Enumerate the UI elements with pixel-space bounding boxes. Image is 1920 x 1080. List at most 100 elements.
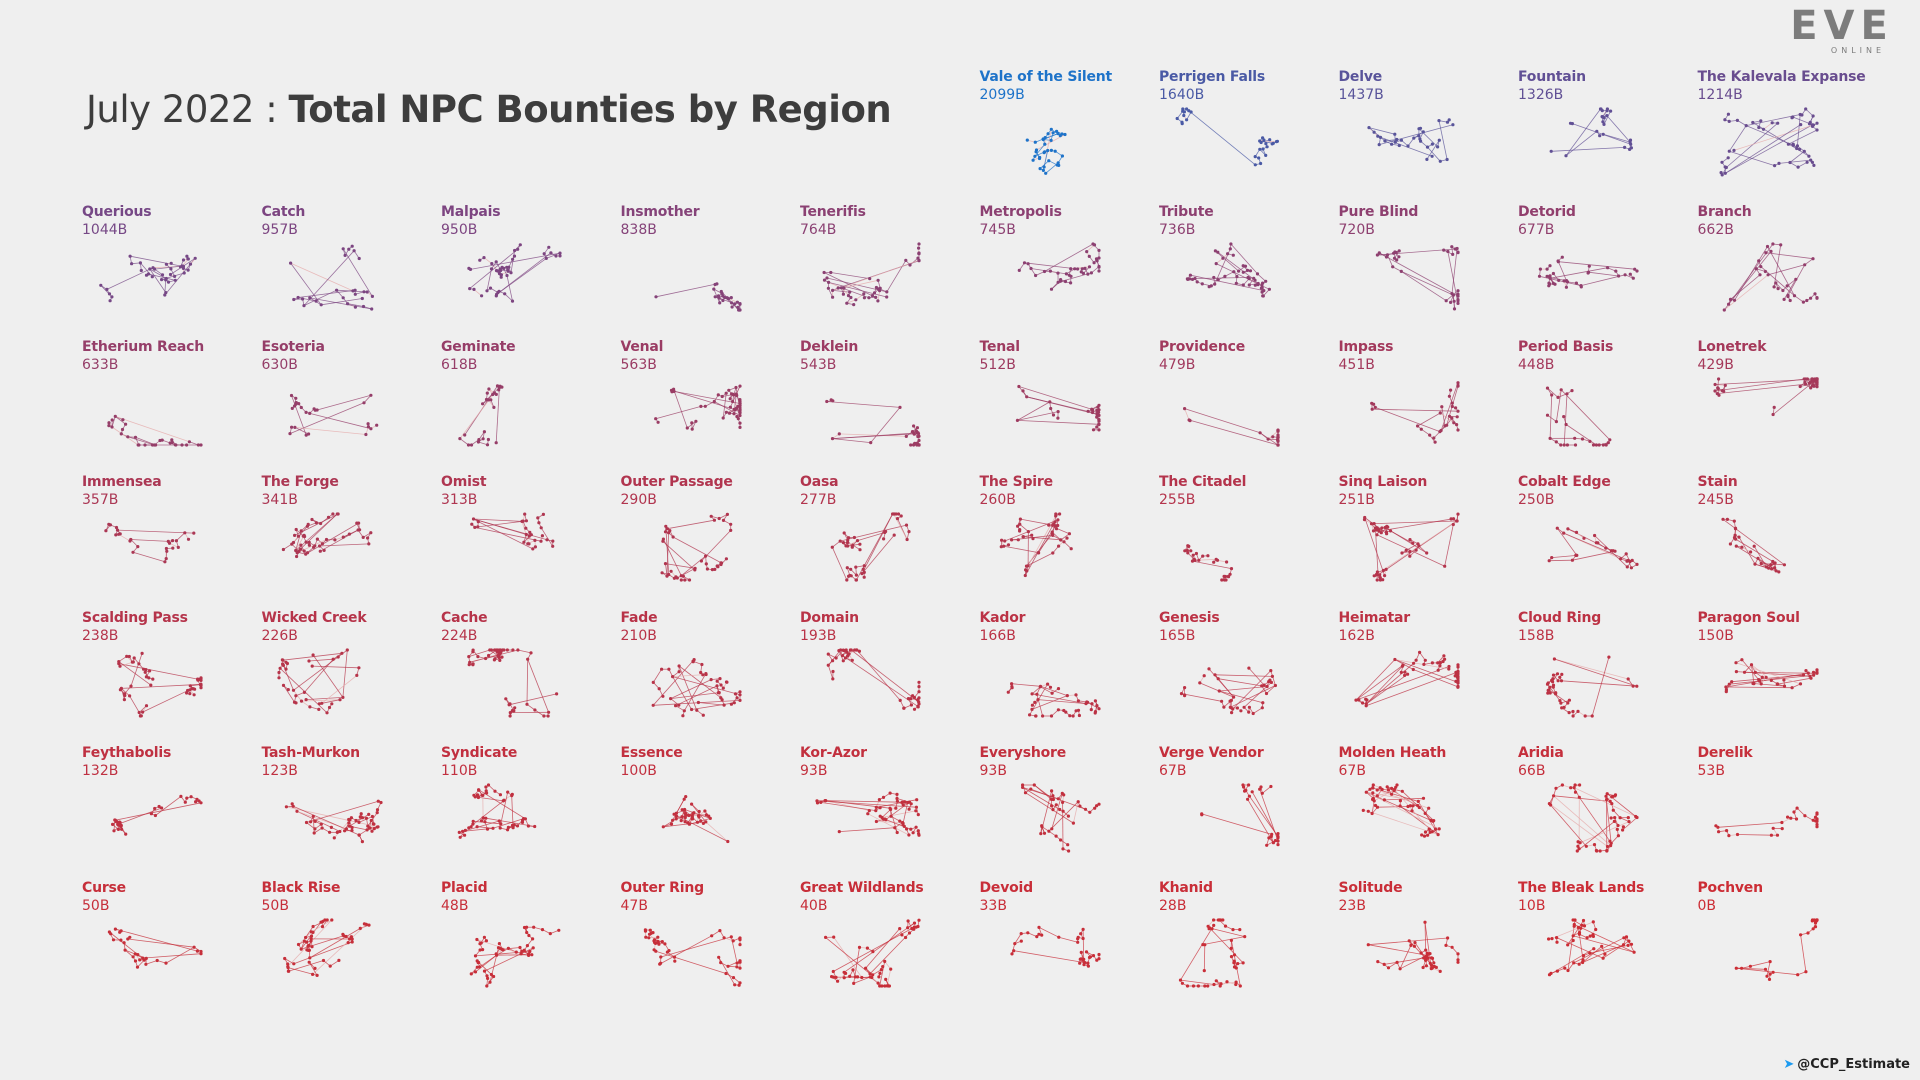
map-system-node [831,969,835,974]
map-system-node [1810,377,1814,381]
map-system-node [904,258,908,262]
region-map [815,791,921,837]
map-system-node [737,411,742,415]
map-system-node [1367,787,1372,791]
map-connection [154,265,183,270]
map-system-node [1560,705,1564,710]
map-system-node [526,657,530,661]
map-system-node [910,926,914,931]
map-system-node [700,672,704,676]
map-system-node [178,265,183,269]
map-system-node [307,411,311,416]
map-system-node [1453,406,1457,410]
map-system-node [1384,532,1388,536]
map-system-node [461,829,465,833]
map-system-node [1732,298,1736,302]
map-connection [1717,821,1782,828]
map-connection [297,289,355,298]
map-system-node [365,536,369,540]
map-system-node [712,400,716,404]
map-system-node [849,295,853,300]
region-name: Tash-Murkon [261,744,361,761]
map-system-node [847,536,851,540]
map-system-node [860,572,864,576]
map-system-node [1015,418,1019,423]
map-system-node [1562,705,1566,709]
map-system-node [1061,809,1065,813]
map-connection [1203,944,1206,971]
map-system-node [889,967,893,971]
map-system-node [1576,839,1580,844]
map-system-node [1545,274,1549,278]
map-connection [473,518,523,523]
map-system-node [507,265,511,269]
map-system-node [1232,695,1236,699]
map-system-node [669,570,673,574]
map-system-node [830,975,834,979]
map-connection [176,532,186,542]
map-system-node [724,410,728,415]
map-system-node [1188,273,1192,277]
map-system-node [1763,251,1767,255]
map-system-node [1237,269,1241,273]
map-system-node [463,833,467,837]
map-system-node [1031,158,1035,162]
region-map [1545,655,1639,718]
map-system-node [185,690,189,695]
map-system-node [1808,380,1812,384]
map-system-node [838,539,842,544]
map-system-node [107,292,112,296]
map-system-node [1424,157,1428,161]
map-system-node [485,984,489,988]
map-connection [1184,408,1190,421]
region-map [1712,377,1819,417]
map-system-node [137,710,141,714]
map-connection [1724,124,1801,174]
map-system-node [1090,408,1094,412]
map-system-node [857,945,862,949]
map-connection [492,818,524,829]
map-connection [312,816,315,833]
map-connection [704,401,714,407]
map-system-node [199,682,203,686]
map-connection [305,821,315,830]
map-system-node [147,675,151,680]
map-connection [673,813,728,842]
map-system-node [513,705,517,709]
map-system-node [476,961,480,965]
map-connection [540,527,554,547]
map-connection [500,791,509,824]
map-system-node [186,268,190,272]
map-system-node [1049,287,1053,291]
map-system-node [513,248,517,253]
map-system-node [1399,138,1403,142]
map-connection [1420,429,1430,436]
region-panel: Tribute 736B [1159,203,1335,333]
map-system-node [1759,681,1763,686]
map-system-node [505,647,509,652]
map-system-node [1231,928,1235,932]
map-system-node [1554,786,1558,790]
map-connection [1086,701,1099,709]
map-system-node [1079,270,1083,274]
map-system-node [1011,949,1015,953]
map-system-node [1096,957,1101,961]
map-system-node [731,939,735,943]
map-connection [1426,146,1441,162]
map-system-node [671,387,675,391]
map-system-node [285,962,289,966]
map-connection [1400,271,1454,296]
map-system-node [536,516,540,520]
map-system-node [1716,377,1720,381]
map-system-node [1378,576,1382,580]
region-panel: Tash-Murkon 123B [262,744,438,874]
map-system-node [1247,710,1251,714]
map-system-node [666,667,670,671]
map-system-node [1407,550,1411,554]
map-system-node [525,702,529,706]
map-connection [828,282,887,298]
map-system-node [1039,824,1044,829]
map-system-node [1048,685,1052,689]
map-system-node [1626,815,1630,819]
map-system-node [1223,924,1228,928]
